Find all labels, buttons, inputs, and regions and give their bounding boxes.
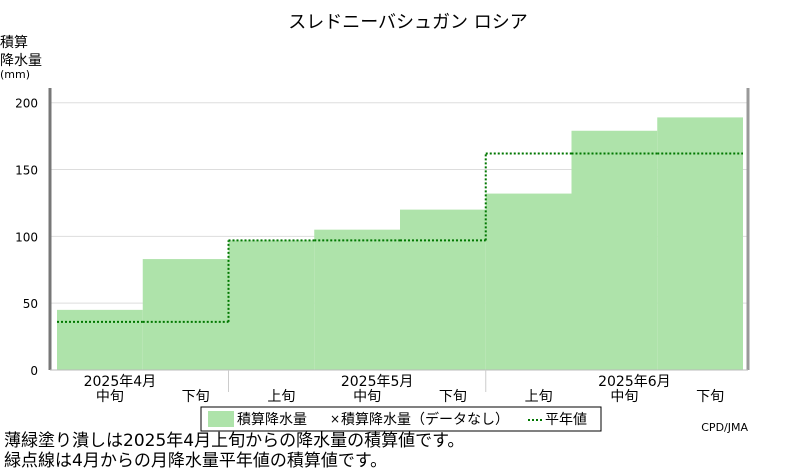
x-tick-label: 上旬	[267, 389, 295, 405]
x-tick-label: 中旬	[610, 389, 638, 405]
x-tick-label: 下旬	[439, 389, 467, 405]
y-axis-label: 積算	[0, 35, 28, 51]
bar	[142, 259, 229, 370]
legend-label: 積算降水量	[237, 412, 307, 428]
month-label: 2025年4月	[84, 374, 157, 390]
y-tick-label: 200	[15, 97, 38, 111]
x-tick-label: 中旬	[96, 389, 124, 405]
chart-title: スレドニーバシュガン ロシア	[288, 12, 528, 33]
source: CPD/JMA	[701, 421, 748, 434]
bar	[657, 117, 743, 370]
x-tick-label: 上旬	[525, 389, 553, 405]
x-tick-label: 下旬	[696, 389, 724, 405]
legend-box	[200, 406, 602, 432]
bar	[400, 209, 486, 370]
bar	[571, 130, 658, 370]
bar	[314, 229, 400, 370]
x-tick-label: 下旬	[182, 389, 210, 405]
legend-swatch	[208, 411, 234, 427]
x-tick-label: 中旬	[353, 389, 381, 405]
bar	[228, 240, 315, 370]
bar	[57, 309, 143, 370]
note: 緑点線は4月からの月降水量平年値の積算値です。	[4, 451, 387, 470]
y-axis-label: (mm)	[0, 68, 30, 81]
legend-marker: ×	[330, 412, 340, 426]
y-tick-label: 50	[23, 297, 38, 311]
bar	[485, 193, 572, 370]
month-label: 2025年6月	[598, 374, 671, 390]
note: 薄緑塗り潰しは2025年4月上旬からの降水量の積算値です。	[4, 430, 464, 451]
y-tick-label: 150	[15, 164, 38, 178]
month-label: 2025年5月	[341, 374, 414, 390]
y-tick-label: 0	[30, 364, 38, 378]
y-axis-label: 降水量	[0, 53, 42, 69]
y-tick-label: 100	[15, 230, 38, 244]
legend-label: 積算降水量（データなし）	[341, 411, 509, 428]
legend-label: 平年値	[545, 412, 587, 428]
